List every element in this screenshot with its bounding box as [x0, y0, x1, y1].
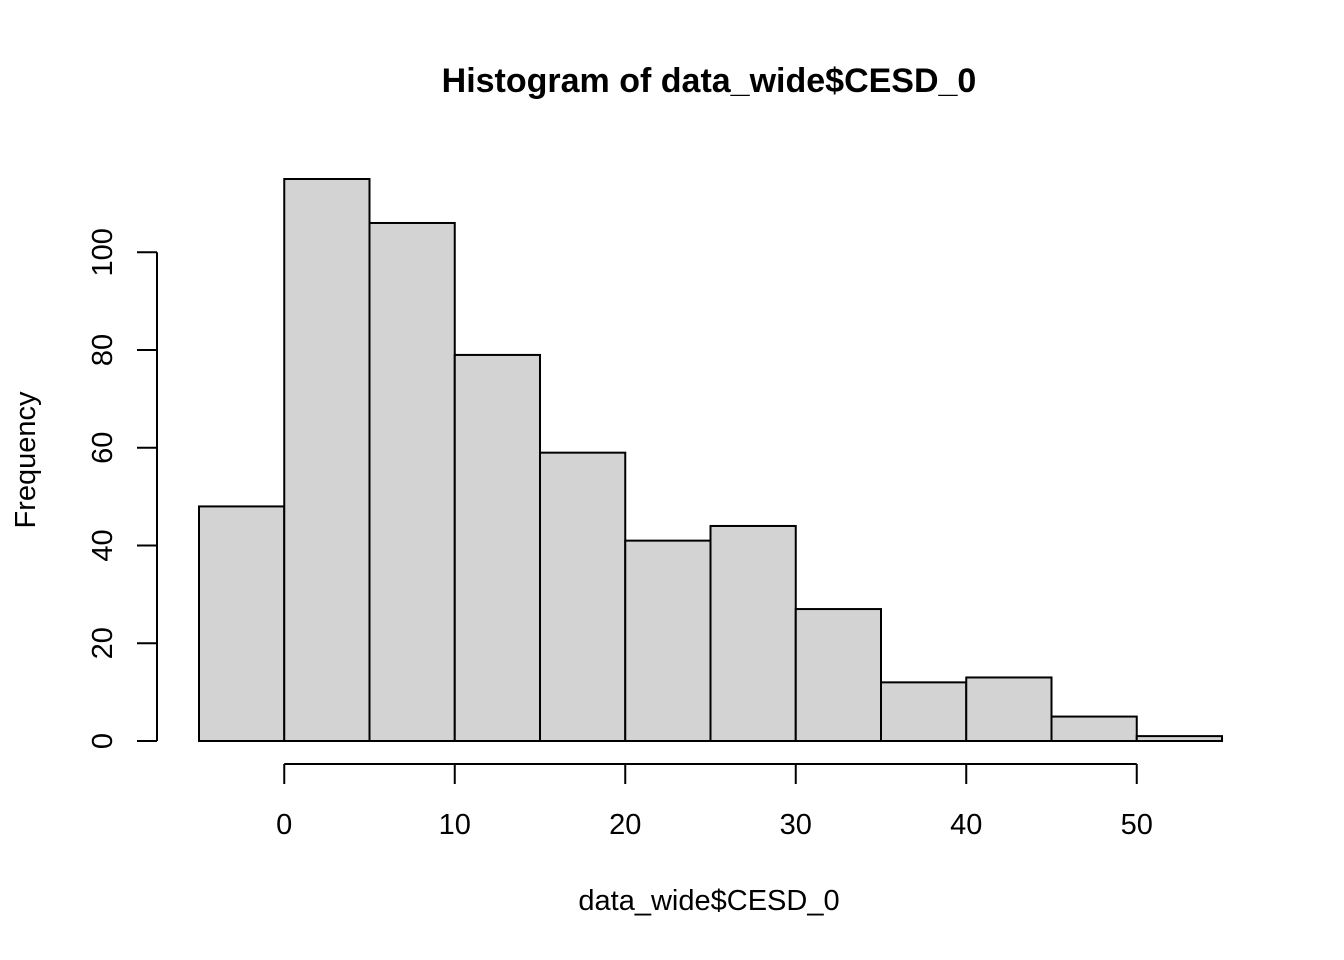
histogram-bar: [198, 505, 286, 742]
bars-group: [198, 178, 1223, 743]
y-tick-label: 80: [87, 334, 119, 366]
x-tick-label: 30: [780, 809, 812, 841]
histogram-bar: [624, 539, 712, 742]
y-tick-label: 60: [87, 432, 119, 464]
histogram-bar: [368, 221, 456, 742]
y-axis-label: Frequency: [10, 391, 42, 529]
y-tick-label: 100: [87, 228, 119, 276]
histogram-bar: [709, 524, 797, 743]
x-tick-label: 50: [1121, 809, 1153, 841]
histogram-bar: [453, 353, 541, 742]
histogram-bar: [880, 681, 968, 742]
histogram-bar: [794, 608, 882, 743]
y-axis: 0 20 40 60 80 100: [87, 228, 158, 749]
x-axis-label: data_wide$CESD_0: [578, 885, 839, 917]
histogram-bar: [965, 676, 1053, 742]
histogram-bar: [283, 178, 371, 742]
y-tick-label: 20: [87, 627, 119, 659]
histogram-bar: [1135, 735, 1223, 742]
y-tick-label: 0: [87, 733, 119, 749]
histogram-bar: [1050, 715, 1138, 743]
histogram-bar: [539, 451, 627, 742]
x-tick-label: 20: [609, 809, 641, 841]
chart-title: Histogram of data_wide$CESD_0: [442, 62, 977, 100]
y-tick-label: 40: [87, 529, 119, 561]
x-axis: 0 10 20 30 40 50: [276, 763, 1153, 841]
x-tick-label: 40: [950, 809, 982, 841]
x-tick-label: 10: [439, 809, 471, 841]
x-tick-label: 0: [276, 809, 292, 841]
